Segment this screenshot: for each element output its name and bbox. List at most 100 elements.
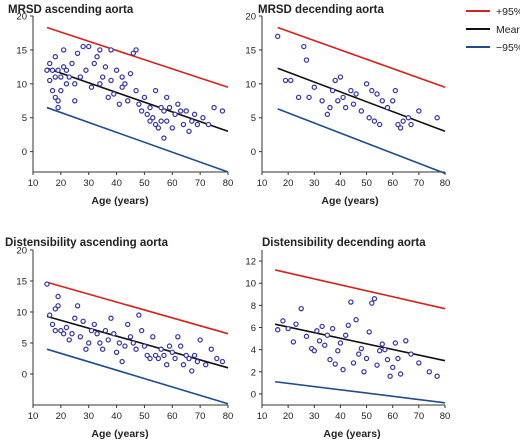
y-tick-label: 8 — [251, 301, 256, 312]
data-point — [408, 351, 414, 357]
data-point — [97, 47, 103, 53]
data-point — [88, 84, 95, 90]
data-point — [113, 67, 120, 73]
y-tick-label: 15 — [16, 45, 27, 56]
data-point — [55, 67, 61, 73]
data-point — [63, 67, 70, 73]
data-point — [144, 111, 150, 118]
data-point — [111, 91, 117, 97]
y-tick-label: 10 — [245, 279, 256, 290]
data-point — [72, 315, 78, 321]
data-point — [285, 325, 291, 332]
data-point — [161, 135, 167, 141]
data-point — [97, 340, 103, 346]
y-tick-label: 0 — [251, 389, 256, 400]
data-point — [49, 321, 56, 328]
data-point — [374, 362, 380, 368]
lower-line — [46, 348, 229, 405]
data-point — [363, 81, 370, 87]
data-point — [105, 337, 111, 343]
panel-mrsd-descending: MRSD decending aorta Age (years) 0 5 10 15 2… — [245, 4, 450, 207]
data-point — [108, 77, 114, 84]
data-point — [152, 87, 159, 94]
x-tick-label: 60 — [167, 178, 178, 189]
data-point — [379, 341, 385, 347]
data-point — [319, 98, 325, 104]
data-point — [303, 57, 310, 63]
data-point — [189, 118, 195, 124]
data-point — [55, 293, 61, 300]
y-tick-label: 2 — [251, 367, 256, 378]
data-point — [311, 84, 317, 90]
data-point — [288, 77, 294, 84]
y-tick-label: 10 — [16, 308, 27, 319]
data-point — [55, 104, 61, 111]
data-point — [169, 349, 175, 355]
data-point — [80, 43, 86, 50]
data-point — [337, 74, 344, 80]
data-point — [119, 74, 125, 80]
data-point — [366, 115, 372, 121]
data-point — [77, 74, 84, 80]
data-point — [58, 87, 64, 94]
data-point — [77, 334, 84, 340]
data-point — [274, 33, 281, 40]
data-point — [133, 47, 139, 53]
x-tick-label: 70 — [195, 411, 206, 422]
y-tick-label: 12 — [245, 257, 256, 268]
data-point — [332, 361, 338, 367]
data-point — [353, 317, 359, 323]
data-point — [55, 98, 61, 104]
data-point — [125, 321, 131, 328]
data-point — [197, 337, 203, 343]
mean-line — [46, 67, 229, 133]
data-point — [49, 87, 56, 94]
x-tick-label: 50 — [361, 178, 372, 189]
data-point — [191, 111, 198, 118]
data-point — [60, 331, 67, 337]
data-point — [408, 121, 414, 128]
data-point — [116, 101, 123, 107]
legend: +95% prediction Mean −95% prediction — [466, 6, 520, 54]
data-point — [74, 50, 81, 57]
mean-line — [277, 67, 446, 133]
data-point — [301, 43, 307, 50]
legend-label-lower: −95% prediction — [496, 42, 520, 54]
x-tick-label: 40 — [111, 178, 122, 189]
data-point — [166, 343, 173, 349]
data-point — [319, 323, 325, 330]
data-point — [74, 303, 81, 309]
data-point — [127, 334, 134, 340]
data-point — [94, 53, 100, 60]
data-point — [158, 104, 164, 111]
data-point — [186, 355, 192, 362]
x-tick-label: 70 — [414, 178, 425, 189]
data-point — [332, 77, 338, 84]
data-point — [390, 98, 396, 104]
data-point — [152, 121, 159, 128]
data-point — [60, 64, 67, 70]
data-point — [280, 318, 286, 324]
y-tick-label: 10 — [245, 79, 256, 90]
data-point — [348, 299, 354, 305]
data-point — [434, 373, 440, 379]
data-point — [138, 108, 145, 114]
data-point — [311, 348, 317, 354]
data-point — [350, 360, 357, 366]
x-tick-label: 20 — [283, 411, 294, 422]
data-point — [327, 356, 333, 363]
data-point — [350, 101, 357, 107]
x-tick-label: 40 — [335, 178, 346, 189]
data-point — [86, 340, 92, 346]
data-point — [83, 346, 89, 352]
data-point — [66, 74, 72, 80]
data-point — [169, 125, 175, 131]
upper-line — [46, 281, 229, 335]
data-point — [147, 118, 153, 124]
data-point — [183, 108, 189, 114]
data-point — [180, 121, 187, 128]
data-point — [83, 67, 89, 73]
x-tick-label: 80 — [440, 178, 451, 189]
data-point — [363, 355, 370, 362]
